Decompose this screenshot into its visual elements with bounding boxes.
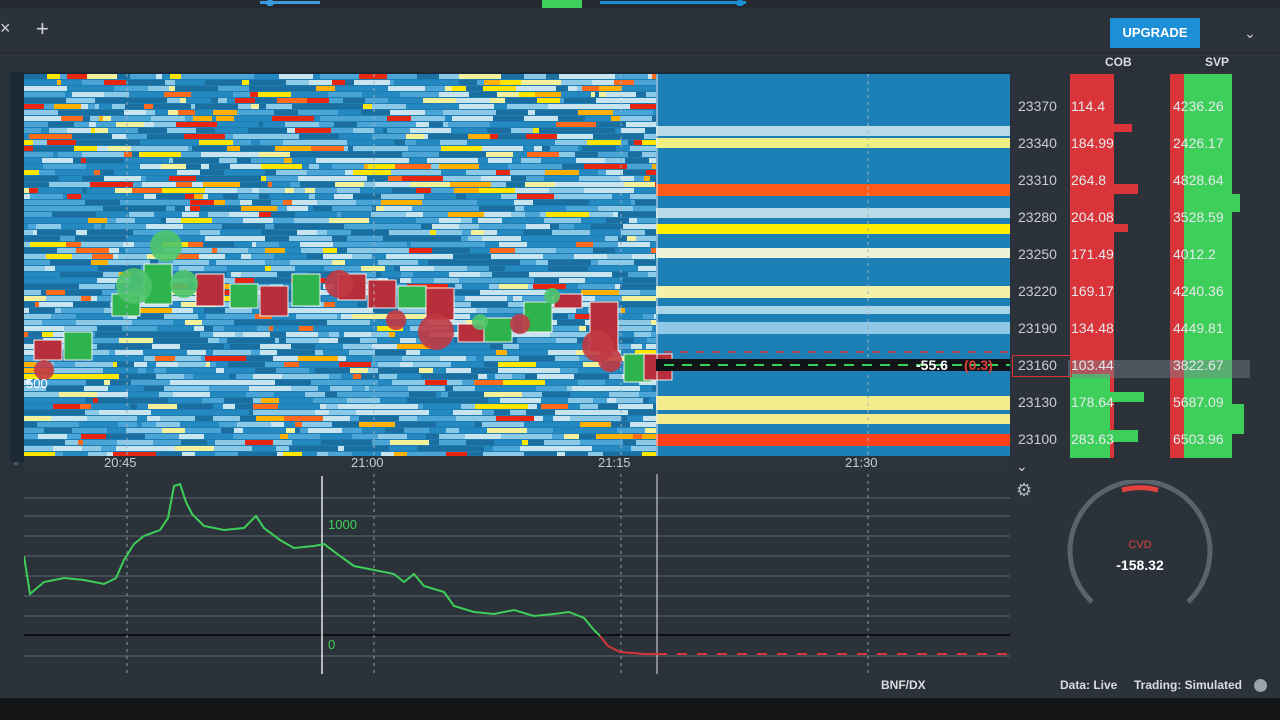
ladder-cob-value: 171.49 bbox=[1071, 246, 1114, 262]
bottom-strip bbox=[0, 698, 1280, 720]
cvd-chart-canvas[interactable] bbox=[24, 474, 1010, 674]
window-top-strip bbox=[0, 0, 1280, 8]
heatmap-canvas[interactable] bbox=[24, 74, 1010, 458]
ladder-svp-value: 4828.64 bbox=[1173, 172, 1224, 188]
ladder-svp-value: 5687.09 bbox=[1173, 394, 1224, 410]
trading-status: Trading: Simulated bbox=[1134, 678, 1243, 692]
ladder-svp-value: 3528.59 bbox=[1173, 209, 1224, 225]
ladder-price: 23100 bbox=[1018, 431, 1057, 447]
ladder-cob-value: 134.48 bbox=[1071, 320, 1114, 336]
collapse-chevron-icon[interactable]: ⌄ bbox=[1016, 458, 1028, 474]
close-tab-icon[interactable]: × bbox=[0, 18, 11, 38]
time-label: 20:45 bbox=[104, 455, 137, 470]
ladder-price: 23280 bbox=[1018, 209, 1057, 225]
current-price-marker bbox=[1012, 355, 1072, 377]
last-delta-paren: (0.3) bbox=[964, 357, 993, 373]
last-delta-value: -55.6 bbox=[916, 357, 948, 373]
ladder-svp-value: 3822.67 bbox=[1173, 357, 1224, 373]
ladder-svp-value: 4012.2 bbox=[1173, 246, 1216, 262]
ladder-price: 23250 bbox=[1018, 246, 1057, 262]
ladder-bars bbox=[1068, 74, 1250, 458]
ladder-svp-value: 4449.81 bbox=[1173, 320, 1224, 336]
level-0-label: 0 bbox=[328, 637, 336, 652]
symbol-label: BNF/DX bbox=[881, 678, 926, 692]
cob-column-header: COB bbox=[1105, 55, 1132, 69]
time-label: 21:30 bbox=[845, 455, 878, 470]
ladder-svp-value: 4236.26 bbox=[1173, 98, 1224, 114]
cvd-label: CVD bbox=[1128, 539, 1152, 551]
top-range-slider[interactable] bbox=[600, 0, 746, 6]
gear-icon[interactable]: ⚙ bbox=[1016, 480, 1033, 500]
top-green-indicator bbox=[542, 0, 582, 8]
time-label: 21:15 bbox=[598, 455, 631, 470]
ladder-price: 23220 bbox=[1018, 283, 1057, 299]
ladder-cob-value: 178.64 bbox=[1071, 394, 1114, 410]
cvd-gauge-panel bbox=[1012, 474, 1272, 674]
time-axis bbox=[24, 456, 1010, 472]
ladder-svp-value: 6503.96 bbox=[1173, 431, 1224, 447]
data-status: Data: Live bbox=[1060, 678, 1118, 692]
svp-column-header: SVP bbox=[1205, 55, 1230, 69]
level-1000-label: 1000 bbox=[328, 517, 357, 532]
top-slider[interactable] bbox=[230, 0, 320, 6]
tab-bar bbox=[0, 8, 1280, 53]
ladder-svp-value: 4240.36 bbox=[1173, 283, 1224, 299]
add-tab-button[interactable]: + bbox=[36, 16, 49, 41]
ladder-price: 23130 bbox=[1018, 394, 1057, 410]
ladder-cob-value: 283.63 bbox=[1071, 431, 1114, 447]
ladder-cob-value: 114.4 bbox=[1071, 98, 1105, 114]
ladder-price: 23310 bbox=[1018, 172, 1057, 188]
cvd-gauge bbox=[1067, 480, 1213, 604]
ladder-price: 23340 bbox=[1018, 135, 1057, 151]
time-label: 21:00 bbox=[351, 455, 384, 470]
ladder-price: 23160 bbox=[1018, 357, 1057, 373]
status-bar bbox=[0, 676, 1280, 696]
ladder-svp-value: 2426.17 bbox=[1173, 135, 1224, 151]
ladder-cob-value: 264.8 bbox=[1071, 172, 1107, 188]
ladder-price: 23370 bbox=[1018, 98, 1057, 114]
ladder-cob-value: 204.08 bbox=[1071, 209, 1114, 225]
future-bands bbox=[656, 74, 1010, 458]
cvd-value: -158.32 bbox=[1116, 557, 1164, 573]
ladder-price: 23190 bbox=[1018, 320, 1057, 336]
volume-label: 500 bbox=[26, 376, 48, 391]
chevron-down-icon[interactable]: ⌄ bbox=[1244, 25, 1256, 41]
connection-indicator-icon bbox=[1254, 679, 1267, 692]
upgrade-button[interactable]: UPGRADE bbox=[1110, 18, 1200, 48]
ladder-cob-value: 103.44 bbox=[1071, 357, 1114, 373]
ladder-cob-value: 184.99 bbox=[1071, 135, 1114, 151]
ladder-cob-value: 169.17 bbox=[1071, 283, 1114, 299]
left-toolbar bbox=[0, 72, 10, 672]
